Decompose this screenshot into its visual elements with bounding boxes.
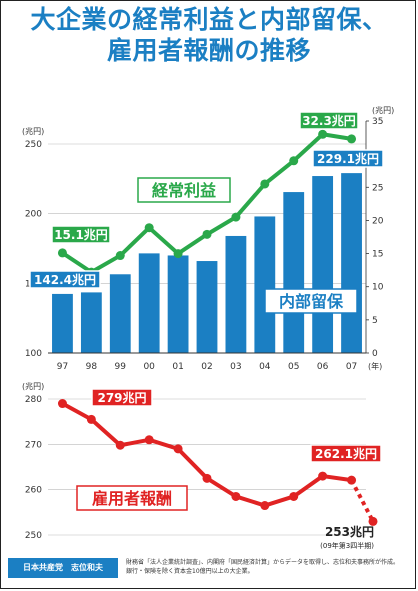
x-tick-label: 01 [172,362,183,372]
legend-comp: 雇用者報酬 [92,489,172,508]
bar-internal-reserve-02 [196,261,218,353]
title-line-1: 大企業の経常利益と内部留保、 [30,5,388,34]
point-employee-compensation-01 [173,444,183,454]
right-tick-label: 20 [372,216,384,226]
callout-reserve-last: 229.1兆円 [317,151,379,166]
left-tick-label: 200 [25,210,42,220]
callout-profit-first-box [51,225,111,244]
x-axis-unit: (年) [368,361,382,371]
page-title: 大企業の経常利益と内部留保、 雇用者報酬の推移 [0,4,418,66]
x-tick-label: 04 [259,362,271,372]
bar-internal-reserve-06 [312,176,334,353]
left-axis-unit: (兆円) [22,126,44,136]
bar-internal-reserve-01 [167,255,189,353]
projection-note: (09年第3四半期) [320,541,374,550]
x-tick-label: 99 [115,362,127,372]
right-axis-unit: (兆円) [372,105,394,115]
legend-reserve-box [264,288,358,314]
bar-internal-reserve-05 [283,192,305,353]
x-tick-label: 06 [317,362,329,372]
callout-profit-first: 15.1兆円 [54,227,108,242]
callout-profit-last-box [299,111,359,130]
right-tick-label: 0 [372,349,378,359]
bottom-tick-label: 250 [25,531,42,541]
bar-internal-reserve-04 [254,216,276,353]
bar-internal-reserve-00 [138,253,160,353]
point-employee-compensation-04 [260,501,270,511]
title-line-2: 雇用者報酬の推移 [106,36,311,65]
point-ordinary-profit-97 [57,248,67,258]
projection-value: 253兆円 [325,524,374,539]
right-tick-label: 25 [372,183,383,193]
point-ordinary-profit-04 [260,179,270,189]
point-ordinary-profit-06 [318,129,328,139]
x-tick-label: 05 [288,362,299,372]
callout-reserve-first-box [29,270,101,289]
point-ordinary-profit-00 [144,223,154,233]
source-line-2: 銀行・保険を除く資本金10億円以上の大企業。 [126,568,254,575]
callout-comp-first: 279兆円 [97,390,146,405]
x-tick-label: 07 [346,362,357,372]
point-employee-compensation-02 [202,473,212,483]
right-tick-label: 15 [372,250,383,260]
callout-reserve-last-box [312,149,384,168]
callout-reserve-first: 142.4兆円 [34,272,96,287]
bar-internal-reserve-97 [52,293,73,353]
line-ordinary-profit [61,132,352,275]
point-ordinary-profit-05 [289,156,299,166]
point-ordinary-profit-03 [231,212,241,222]
legend-profit-box [137,177,231,203]
legend-comp-box [76,485,188,511]
point-employee-compensation-06 [318,471,328,481]
legend-profit: 経常利益 [152,181,216,200]
legend-reserve: 内部留保 [279,292,344,311]
source-line-1: 財務省「法人企業統計調査」、内閣府「国民経済計算」からデータを取得し、志位和夫事… [126,559,400,566]
source-note: 財務省「法人企業統計調査」、内閣府「国民経済計算」からデータを取得し、志位和夫事… [126,558,408,576]
right-tick-label: 5 [372,316,378,326]
credit-badge: 日本共産党 志位和夫 [8,558,118,578]
x-tick-label: 00 [143,362,155,372]
bar-internal-reserve-99 [109,274,131,353]
point-ordinary-profit-99 [115,251,125,261]
point-employee-compensation-00 [144,435,154,445]
point-ordinary-profit-07 [347,134,357,144]
point-employee-compensation-99 [115,440,125,450]
right-tick-label: 35 [372,117,383,127]
bottom-tick-label: 280 [25,395,42,405]
bottom-axis-unit: (兆円) [22,381,44,391]
point-employee-compensation-03 [231,491,241,501]
bottom-tick-label: 270 [25,440,42,450]
callout-comp-first-box [91,388,153,407]
bar-internal-reserve-03 [225,235,247,353]
callout-comp-last: 262.1兆円 [315,446,377,461]
callout-comp-last-box [310,444,382,463]
bottom-tick-label: 260 [25,486,42,496]
right-tick-label: 10 [372,283,384,293]
point-employee-compensation-97 [57,399,67,409]
left-tick-label: 250 [25,140,42,150]
point-ordinary-profit-01 [173,249,183,259]
point-projection [368,516,378,526]
x-tick-label: 97 [57,362,68,372]
point-employee-compensation-05 [289,491,299,501]
bar-internal-reserve-07 [341,173,362,353]
projection-line [349,479,375,523]
footer: 日本共産党 志位和夫 財務省「法人企業統計調査」、内閣府「国民経済計算」からデー… [8,556,408,584]
bar-internal-reserve-98 [80,292,102,353]
callout-profit-last: 32.3兆円 [302,113,356,128]
x-tick-label: 98 [86,362,98,372]
left-tick-label: 100 [25,349,42,359]
x-tick-label: 02 [201,362,212,372]
x-tick-label: 03 [230,362,241,372]
point-employee-compensation-98 [86,414,96,424]
point-ordinary-profit-02 [202,229,212,239]
